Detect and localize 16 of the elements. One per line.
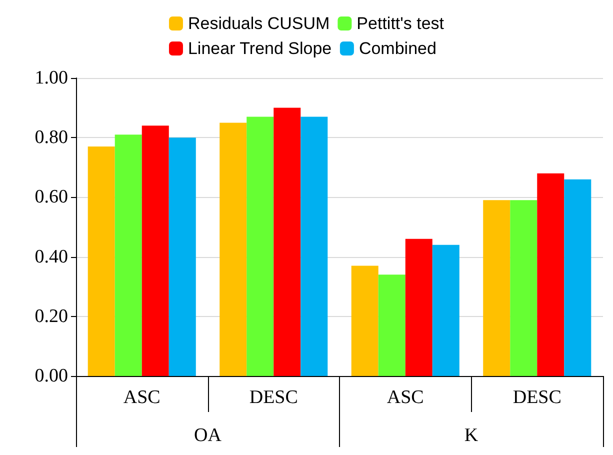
text: K xyxy=(464,425,478,446)
y-tick-label: 0.40 xyxy=(34,246,68,268)
y-tick-label: 0.00 xyxy=(34,366,68,386)
y-tick-label: 1.00 xyxy=(34,68,68,88)
legend-label: Residuals CUSUM xyxy=(188,14,330,33)
legend-label: Linear Trend Slope xyxy=(188,39,332,58)
x-tick-label: ASC xyxy=(123,387,160,408)
x-tick-label: ASC xyxy=(386,387,424,408)
y-tick-label: 0.80 xyxy=(34,127,68,148)
legend-label: Combined xyxy=(358,39,436,58)
legend-label: Pettitt's test xyxy=(356,14,444,33)
y-tick-label: 0.20 xyxy=(34,306,68,327)
text: OA xyxy=(194,425,222,446)
x-tick-label: DESC xyxy=(249,387,298,408)
x-tick-label: DESC xyxy=(512,387,562,408)
y-tick-label: 0.60 xyxy=(34,186,68,208)
